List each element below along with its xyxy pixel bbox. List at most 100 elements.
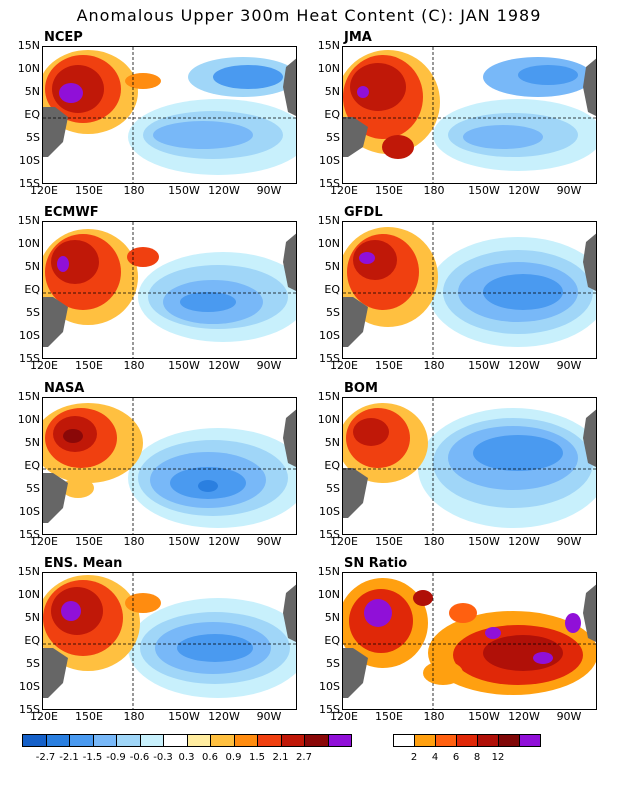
x-tick-label: 150E <box>375 359 403 372</box>
x-tick-label: 150W <box>468 535 500 548</box>
y-tick-label: EQ <box>324 459 340 472</box>
x-tick-label: 150E <box>375 184 403 197</box>
y-tick-label: 15S <box>319 352 340 365</box>
colorbar-label: 0.6 <box>202 752 218 763</box>
y-tick-label: 5S <box>326 482 340 495</box>
x-tick-label: 90W <box>556 184 582 197</box>
colorbar-label: -2.7 <box>35 752 56 763</box>
x-tick-label: 180 <box>123 184 145 197</box>
colorbar-label: -0.6 <box>129 752 150 763</box>
x-tick-label: 90W <box>256 710 282 723</box>
sn-ratio-map <box>342 572 597 710</box>
x-tick-label: 120E <box>330 710 358 723</box>
y-tick-label: 5S <box>326 657 340 670</box>
y-tick-label: 10S <box>19 154 40 167</box>
colorbar-label: 4 <box>431 752 439 763</box>
x-tick-label: 150W <box>168 359 200 372</box>
y-tick-label: 5N <box>324 85 340 98</box>
colorbar-swatch <box>327 734 352 747</box>
x-tick-label: 120W <box>208 535 240 548</box>
y-tick-label: 5S <box>26 482 40 495</box>
y-tick-label: 5S <box>26 657 40 670</box>
x-tick-label: 120E <box>30 359 58 372</box>
y-tick-label: 10N <box>317 237 340 250</box>
y-tick-label: 10S <box>19 680 40 693</box>
anomaly-map <box>42 397 297 535</box>
x-tick-label: 120E <box>330 535 358 548</box>
x-tick-label: 150E <box>375 710 403 723</box>
colorbar-swatch <box>280 734 305 747</box>
colorbar-label: -1.5 <box>82 752 103 763</box>
panel-title: SN Ratio <box>344 556 408 571</box>
y-tick-label: 5S <box>326 306 340 319</box>
y-tick-label: 15N <box>17 390 40 403</box>
x-tick-label: 180 <box>423 535 445 548</box>
y-tick-label: 10S <box>319 680 340 693</box>
anomaly-map <box>342 46 597 184</box>
sn-ratio-colorbar <box>393 734 541 747</box>
panel-title: NASA <box>44 381 85 396</box>
anomaly-colorbar <box>22 734 352 747</box>
colorbar-swatch <box>163 734 188 747</box>
colorbar-swatch <box>22 734 47 747</box>
x-tick-label: 150W <box>468 359 500 372</box>
y-tick-label: 5S <box>26 131 40 144</box>
x-tick-label: 150E <box>75 710 103 723</box>
x-tick-label: 120E <box>30 535 58 548</box>
x-tick-label: 180 <box>423 184 445 197</box>
x-tick-label: 150E <box>75 535 103 548</box>
y-tick-label: 10S <box>19 329 40 342</box>
y-tick-label: 15S <box>19 177 40 190</box>
y-tick-label: 10S <box>319 154 340 167</box>
colorbar-label: 2 <box>410 752 418 763</box>
x-tick-label: 150E <box>75 184 103 197</box>
x-tick-label: 180 <box>123 710 145 723</box>
colorbar-label: 12 <box>491 752 505 763</box>
colorbar-swatch <box>435 734 457 747</box>
y-tick-label: EQ <box>24 634 40 647</box>
y-tick-label: 15N <box>317 390 340 403</box>
y-tick-label: 10S <box>319 329 340 342</box>
x-tick-label: 90W <box>256 535 282 548</box>
panel-ncep: NCEP <box>42 30 297 184</box>
colorbar-label: 6 <box>452 752 460 763</box>
x-tick-label: 150W <box>468 710 500 723</box>
x-tick-label: 120E <box>330 359 358 372</box>
y-tick-label: 10N <box>317 413 340 426</box>
y-tick-label: 5N <box>24 611 40 624</box>
panel-title: GFDL <box>344 205 383 220</box>
colorbar-swatch <box>233 734 258 747</box>
anomaly-map <box>42 221 297 359</box>
x-tick-label: 90W <box>256 359 282 372</box>
y-tick-label: 5N <box>324 611 340 624</box>
y-tick-label: 10S <box>19 505 40 518</box>
colorbar-label: -2.1 <box>59 752 79 763</box>
colorbar-label: 0.9 <box>225 752 242 763</box>
y-tick-label: 15S <box>19 528 40 541</box>
x-tick-label: 120E <box>30 184 58 197</box>
x-tick-label: 120W <box>508 359 540 372</box>
x-tick-label: 120W <box>208 710 240 723</box>
y-tick-label: 10S <box>319 505 340 518</box>
y-tick-label: EQ <box>324 283 340 296</box>
panel-title: ECMWF <box>44 205 99 220</box>
x-tick-label: 150W <box>468 184 500 197</box>
panel-title: JMA <box>344 30 372 45</box>
y-tick-label: 10N <box>17 413 40 426</box>
colorbar-swatch <box>186 734 211 747</box>
x-tick-label: 180 <box>123 535 145 548</box>
x-tick-label: 180 <box>423 710 445 723</box>
x-tick-label: 90W <box>556 359 582 372</box>
x-tick-label: 150E <box>375 535 403 548</box>
y-tick-label: 15S <box>19 703 40 716</box>
y-tick-label: EQ <box>324 634 340 647</box>
x-tick-label: 120E <box>30 710 58 723</box>
y-tick-label: 10N <box>17 62 40 75</box>
y-tick-label: 5N <box>324 260 340 273</box>
y-tick-label: 5N <box>24 260 40 273</box>
colorbar-label: 2.7 <box>296 752 312 763</box>
y-tick-label: 15S <box>319 703 340 716</box>
colorbar-swatch <box>456 734 478 747</box>
x-tick-label: 120W <box>508 710 540 723</box>
colorbar-swatch <box>45 734 70 747</box>
